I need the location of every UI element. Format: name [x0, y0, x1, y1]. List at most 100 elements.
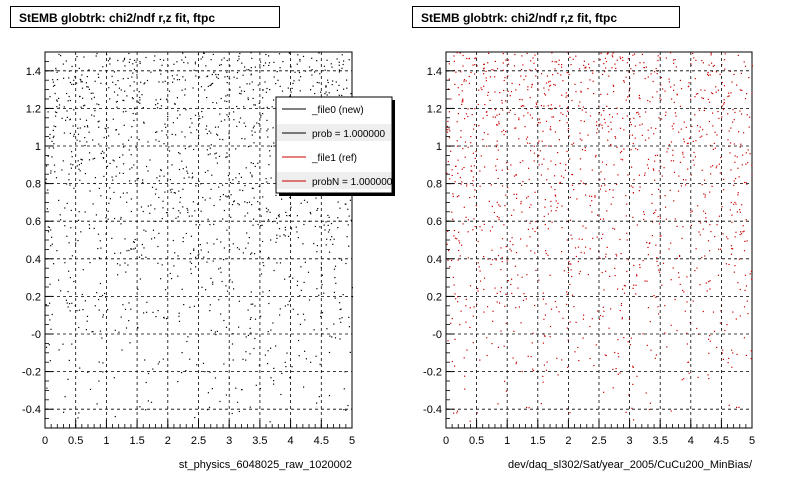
scatter-point — [698, 231, 700, 233]
scatter-point — [225, 95, 227, 97]
scatter-point — [109, 198, 111, 200]
scatter-point — [54, 171, 56, 173]
scatter-point — [207, 85, 209, 87]
legend-entry-label: probN = 1.000000 — [312, 177, 393, 188]
scatter-point — [128, 61, 130, 63]
scatter-point — [193, 148, 195, 151]
scatter-point — [331, 336, 333, 338]
scatter-point — [97, 233, 100, 235]
scatter-point — [707, 374, 709, 376]
scatter-point — [731, 81, 733, 83]
scatter-point — [247, 309, 249, 311]
scatter-point — [670, 86, 672, 88]
scatter-point — [733, 271, 735, 273]
scatter-point — [100, 195, 102, 197]
scatter-point — [704, 255, 706, 257]
scatter-point — [268, 256, 270, 259]
scatter-point — [296, 284, 298, 287]
scatter-point — [751, 164, 753, 166]
scatter-point — [483, 256, 485, 258]
scatter-point — [321, 274, 323, 276]
scatter-point — [158, 232, 160, 234]
scatter-point — [328, 216, 330, 218]
scatter-point — [98, 187, 100, 189]
scatter-point — [275, 194, 277, 196]
scatter-point — [230, 194, 232, 196]
scatter-point — [169, 179, 171, 181]
scatter-point — [608, 327, 610, 329]
scatter-point — [447, 340, 449, 342]
scatter-point — [183, 177, 185, 179]
scatter-point — [656, 91, 658, 93]
scatter-point — [457, 301, 459, 303]
scatter-point — [177, 381, 179, 383]
scatter-point — [329, 335, 331, 337]
scatter-point — [78, 67, 80, 69]
scatter-point — [273, 99, 275, 101]
scatter-point — [704, 196, 706, 198]
scatter-point — [620, 303, 623, 305]
scatter-point — [692, 52, 694, 55]
scatter-point — [250, 332, 252, 334]
scatter-point — [77, 240, 79, 242]
scatter-point — [249, 83, 251, 85]
scatter-point — [569, 56, 571, 58]
scatter-point — [112, 118, 114, 120]
scatter-point — [690, 174, 692, 176]
scatter-point — [542, 298, 544, 300]
scatter-point — [88, 88, 90, 90]
scatter-point — [334, 277, 336, 279]
scatter-point — [652, 221, 654, 223]
scatter-point — [94, 177, 96, 179]
scatter-point — [122, 99, 124, 101]
scatter-point — [747, 313, 749, 315]
scatter-point — [138, 256, 141, 258]
scatter-point — [470, 170, 472, 172]
scatter-point — [601, 237, 603, 240]
scatter-point — [99, 240, 101, 242]
scatter-point — [98, 257, 101, 259]
scatter-point — [260, 128, 262, 130]
scatter-point — [305, 358, 307, 360]
scatter-point — [223, 363, 225, 365]
scatter-point — [571, 184, 574, 186]
scatter-point — [345, 262, 347, 265]
scatter-point — [595, 124, 598, 126]
scatter-point — [722, 233, 724, 235]
scatter-point — [280, 393, 282, 396]
scatter-point — [523, 293, 525, 295]
scatter-point — [166, 98, 168, 100]
scatter-point — [521, 69, 523, 71]
scatter-point — [165, 289, 167, 291]
scatter-point — [728, 92, 730, 94]
scatter-point — [132, 112, 134, 115]
scatter-point — [49, 283, 51, 285]
scatter-point — [52, 81, 54, 83]
scatter-point — [244, 201, 246, 203]
scatter-point — [458, 195, 460, 197]
scatter-point — [670, 410, 672, 412]
scatter-point — [662, 88, 664, 90]
scatter-point — [711, 62, 713, 64]
scatter-point — [341, 94, 343, 96]
scatter-point — [511, 278, 513, 280]
scatter-point — [743, 132, 745, 134]
scatter-point — [179, 212, 181, 214]
scatter-point — [461, 181, 463, 183]
x-tick-label: 1 — [504, 435, 510, 447]
scatter-point — [254, 165, 256, 167]
scatter-point — [273, 367, 275, 369]
scatter-point — [348, 316, 350, 318]
scatter-point — [62, 343, 64, 345]
scatter-point — [207, 218, 209, 220]
scatter-point — [198, 253, 200, 255]
scatter-point — [47, 226, 49, 228]
scatter-point — [500, 247, 502, 249]
scatter-point — [695, 59, 697, 61]
scatter-point — [231, 412, 233, 415]
scatter-point — [626, 232, 628, 234]
scatter-point — [461, 101, 463, 103]
scatter-point — [226, 94, 229, 96]
scatter-point — [108, 147, 110, 149]
scatter-point — [558, 63, 560, 66]
